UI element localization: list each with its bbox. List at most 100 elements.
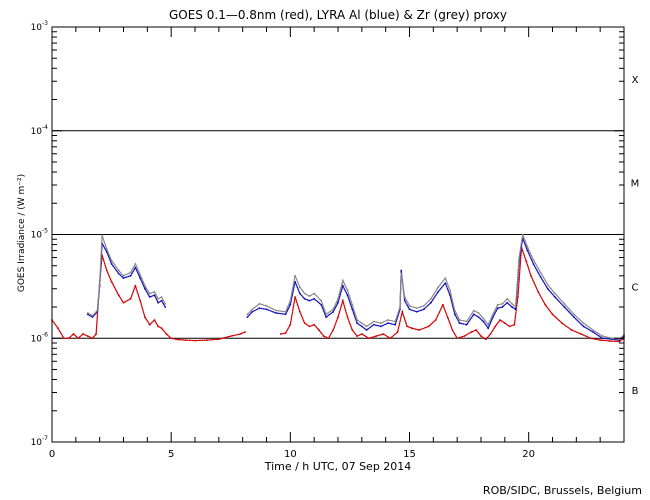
data-point (518, 256, 520, 259)
data-point (308, 325, 311, 328)
x-tick-label: 10 (284, 449, 297, 460)
data-point (477, 316, 480, 318)
data-point (351, 329, 354, 331)
data-point (592, 331, 594, 333)
data-point (144, 284, 146, 287)
series-line (246, 232, 625, 340)
y-tick-label: 10-3 (31, 20, 49, 33)
data-point (153, 294, 156, 297)
series-line (246, 235, 625, 341)
data-point (472, 313, 475, 316)
data-point (506, 301, 509, 304)
x-axis-label: Time / h UTC, 07 Sep 2014 (264, 460, 412, 473)
data-point (406, 325, 408, 328)
data-point (496, 307, 499, 310)
data-point (77, 337, 80, 340)
data-point (122, 274, 125, 277)
data-point (415, 307, 418, 310)
flare-class-label: C (632, 282, 639, 293)
data-point (501, 302, 504, 305)
data-point (537, 291, 540, 293)
data-point (387, 319, 389, 321)
data-point (472, 309, 475, 312)
data-point (532, 263, 535, 265)
data-point (372, 320, 375, 323)
data-point (380, 322, 382, 324)
y-axis: 10-3 10-4 10-5 10-6 10-7 (31, 20, 624, 448)
data-point (382, 333, 385, 335)
data-point (470, 331, 473, 333)
data-point (134, 284, 137, 287)
data-point (437, 286, 439, 289)
data-point (246, 313, 249, 316)
y-tick-label: 10-7 (31, 435, 49, 448)
data-point (284, 313, 287, 316)
data-point (503, 322, 506, 324)
x-axis: 0 5 10 15 20 (49, 27, 625, 460)
data-point (444, 277, 447, 279)
data-point (465, 323, 468, 326)
data-point (239, 333, 242, 335)
data-point (110, 280, 113, 283)
flare-class-label: B (632, 386, 639, 397)
data-point (129, 297, 132, 300)
x-tick-label: 0 (49, 449, 55, 460)
data-point (160, 299, 163, 302)
data-point (157, 325, 160, 328)
data-point (487, 327, 490, 330)
data-point (506, 297, 509, 300)
data-point (320, 303, 323, 306)
data-point (475, 329, 478, 331)
data-point (303, 297, 306, 300)
data-point (105, 248, 108, 251)
data-point (303, 322, 306, 324)
data-point (389, 337, 392, 340)
data-point (258, 302, 261, 305)
data-point (325, 313, 327, 316)
data-point (122, 277, 125, 279)
data-point (63, 337, 65, 340)
data-point (589, 337, 592, 340)
data-point (573, 316, 575, 318)
data-point (82, 333, 84, 335)
data-point (341, 299, 344, 302)
data-point (110, 259, 113, 262)
data-point (325, 316, 327, 318)
data-point (157, 297, 160, 300)
data-point (251, 310, 254, 313)
data-point (360, 333, 363, 335)
data-point (427, 325, 430, 328)
data-point (194, 339, 196, 342)
data-point (289, 323, 292, 326)
data-point (139, 277, 142, 279)
data-point (484, 338, 487, 341)
data-point (332, 329, 335, 331)
data-point (508, 325, 511, 328)
data-point (337, 297, 339, 300)
x-tick-label: 20 (522, 449, 535, 460)
data-point (134, 266, 137, 269)
data-point (275, 309, 277, 312)
data-point (372, 323, 375, 326)
data-point (554, 292, 556, 295)
data-point (517, 296, 519, 298)
data-point (117, 294, 120, 297)
data-point (217, 338, 220, 341)
data-point (451, 329, 454, 331)
data-point (521, 233, 524, 236)
data-point (313, 323, 316, 326)
data-point (480, 335, 482, 337)
data-point (489, 333, 492, 335)
data-point (430, 301, 432, 304)
data-point (72, 333, 75, 335)
data-point (346, 316, 349, 318)
data-point (400, 269, 403, 272)
data-point (422, 308, 425, 311)
data-point (356, 322, 358, 324)
data-point (129, 271, 132, 274)
data-point (492, 313, 494, 316)
data-point (95, 333, 97, 335)
data-point (496, 303, 499, 306)
data-point (332, 310, 335, 313)
data-point (148, 323, 151, 326)
